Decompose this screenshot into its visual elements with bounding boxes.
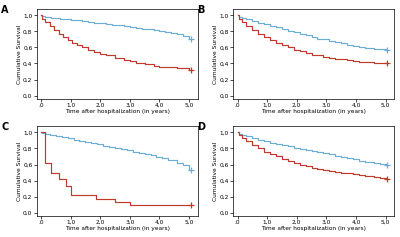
Text: A: A — [1, 5, 8, 15]
Y-axis label: Cumulative Survival: Cumulative Survival — [213, 141, 218, 201]
Y-axis label: Cumulative Survival: Cumulative Survival — [17, 24, 22, 83]
X-axis label: Time after hospitalization (in years): Time after hospitalization (in years) — [261, 226, 366, 232]
Y-axis label: Cumulative Survival: Cumulative Survival — [213, 24, 218, 83]
X-axis label: Time after hospitalization (in years): Time after hospitalization (in years) — [65, 226, 170, 232]
X-axis label: Time after hospitalization (in years): Time after hospitalization (in years) — [65, 109, 170, 114]
X-axis label: Time after hospitalization (in years): Time after hospitalization (in years) — [261, 109, 366, 114]
Text: B: B — [198, 5, 205, 15]
Text: D: D — [198, 122, 206, 132]
Text: C: C — [1, 122, 8, 132]
Y-axis label: Cumulative Survival: Cumulative Survival — [17, 141, 22, 201]
